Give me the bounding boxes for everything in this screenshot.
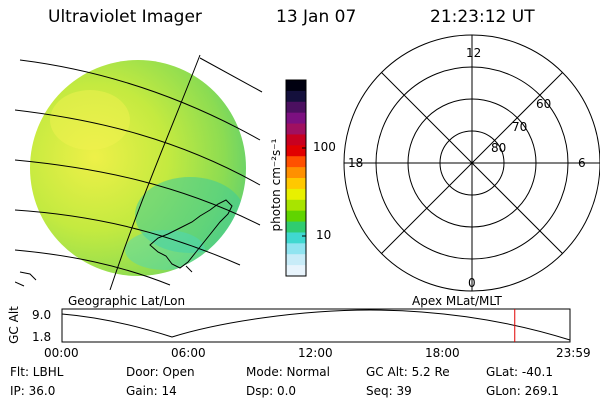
colorbar-segment — [286, 221, 306, 233]
colorbar-segment — [286, 243, 306, 255]
gain-info: Gain: 14 — [126, 384, 177, 398]
colorbar-segment — [286, 90, 306, 103]
polar-diagonal-2 — [381, 72, 563, 254]
mlt-label-18: 18 — [348, 156, 364, 170]
altitude-ytick-1-8: 1.8 — [32, 330, 52, 344]
gc-alt-info: GC Alt: 5.2 Re — [366, 365, 450, 379]
mlat-label-70: 70 — [512, 120, 528, 134]
colorbar-segment — [286, 145, 306, 157]
colorbar — [285, 79, 307, 277]
ip-info: IP: 36.0 — [10, 384, 56, 398]
colorbar-segment — [286, 210, 306, 223]
colorbar-segment — [286, 112, 306, 125]
colorbar-segment — [286, 156, 306, 168]
colorbar-segment — [286, 80, 306, 92]
time-tick-1200: 12:00 — [298, 346, 333, 360]
altitude-plot — [61, 308, 571, 343]
time-tick-0000: 00:00 — [44, 346, 79, 360]
colorbar-segment — [286, 188, 306, 201]
time-tick-1800: 18:00 — [425, 346, 460, 360]
colorbar-segment — [286, 265, 306, 277]
mlt-label-6: 6 — [578, 156, 586, 170]
colorbar-segment — [286, 101, 306, 114]
altitude-plot-frame — [61, 308, 571, 343]
instrument-title: Ultraviolet Imager — [48, 7, 202, 27]
altitude-ytick-9: 9.0 — [32, 308, 52, 322]
colorbar-unit-label: photon cm⁻²s⁻¹ — [269, 138, 283, 232]
disk-texture — [50, 90, 245, 270]
geographic-panel-label: Geographic Lat/Lon — [68, 294, 186, 308]
coastline — [15, 199, 233, 287]
apex-panel-label: Apex MLat/MLT — [412, 294, 502, 308]
mlt-label-12: 12 — [466, 46, 482, 60]
colorbar-frame — [285, 79, 307, 277]
colorbar-segment — [286, 254, 306, 266]
mlat-label-60: 60 — [536, 97, 552, 111]
date-label: 13 Jan 07 — [276, 7, 357, 27]
colorbar-segment — [286, 178, 306, 190]
colorbar-segment — [286, 199, 306, 212]
colorbar-segment — [286, 167, 306, 179]
orbit-altitude-curve — [61, 309, 571, 341]
lat-lon-grid — [15, 54, 263, 290]
colorbar-segment — [286, 123, 306, 135]
geographic-image-panel — [15, 54, 263, 290]
mlat-label-80: 80 — [491, 141, 507, 155]
colorbar-tick-10: 10 — [316, 228, 332, 242]
glon-info: GLon: 269.1 — [486, 384, 559, 398]
dsp-info: Dsp: 0.0 — [246, 384, 297, 398]
filter-info: Flt: LBHL — [10, 365, 64, 379]
mlt-label-0: 0 — [468, 276, 476, 290]
colorbar-tick-100: 100 — [313, 140, 336, 154]
time-tick-0600: 06:00 — [171, 346, 206, 360]
time-tick-2359: 23:59 — [556, 346, 591, 360]
altitude-ylabel: GC Alt — [7, 306, 21, 344]
colorbar-segment — [286, 134, 306, 146]
seq-info: Seq: 39 — [366, 384, 412, 398]
door-info: Door: Open — [126, 365, 195, 379]
colorbar-segment — [286, 232, 306, 244]
polar-plot — [343, 34, 600, 292]
mode-info: Mode: Normal — [246, 365, 330, 379]
glat-info: GLat: -40.1 — [486, 365, 553, 379]
time-label: 21:23:12 UT — [430, 7, 535, 27]
